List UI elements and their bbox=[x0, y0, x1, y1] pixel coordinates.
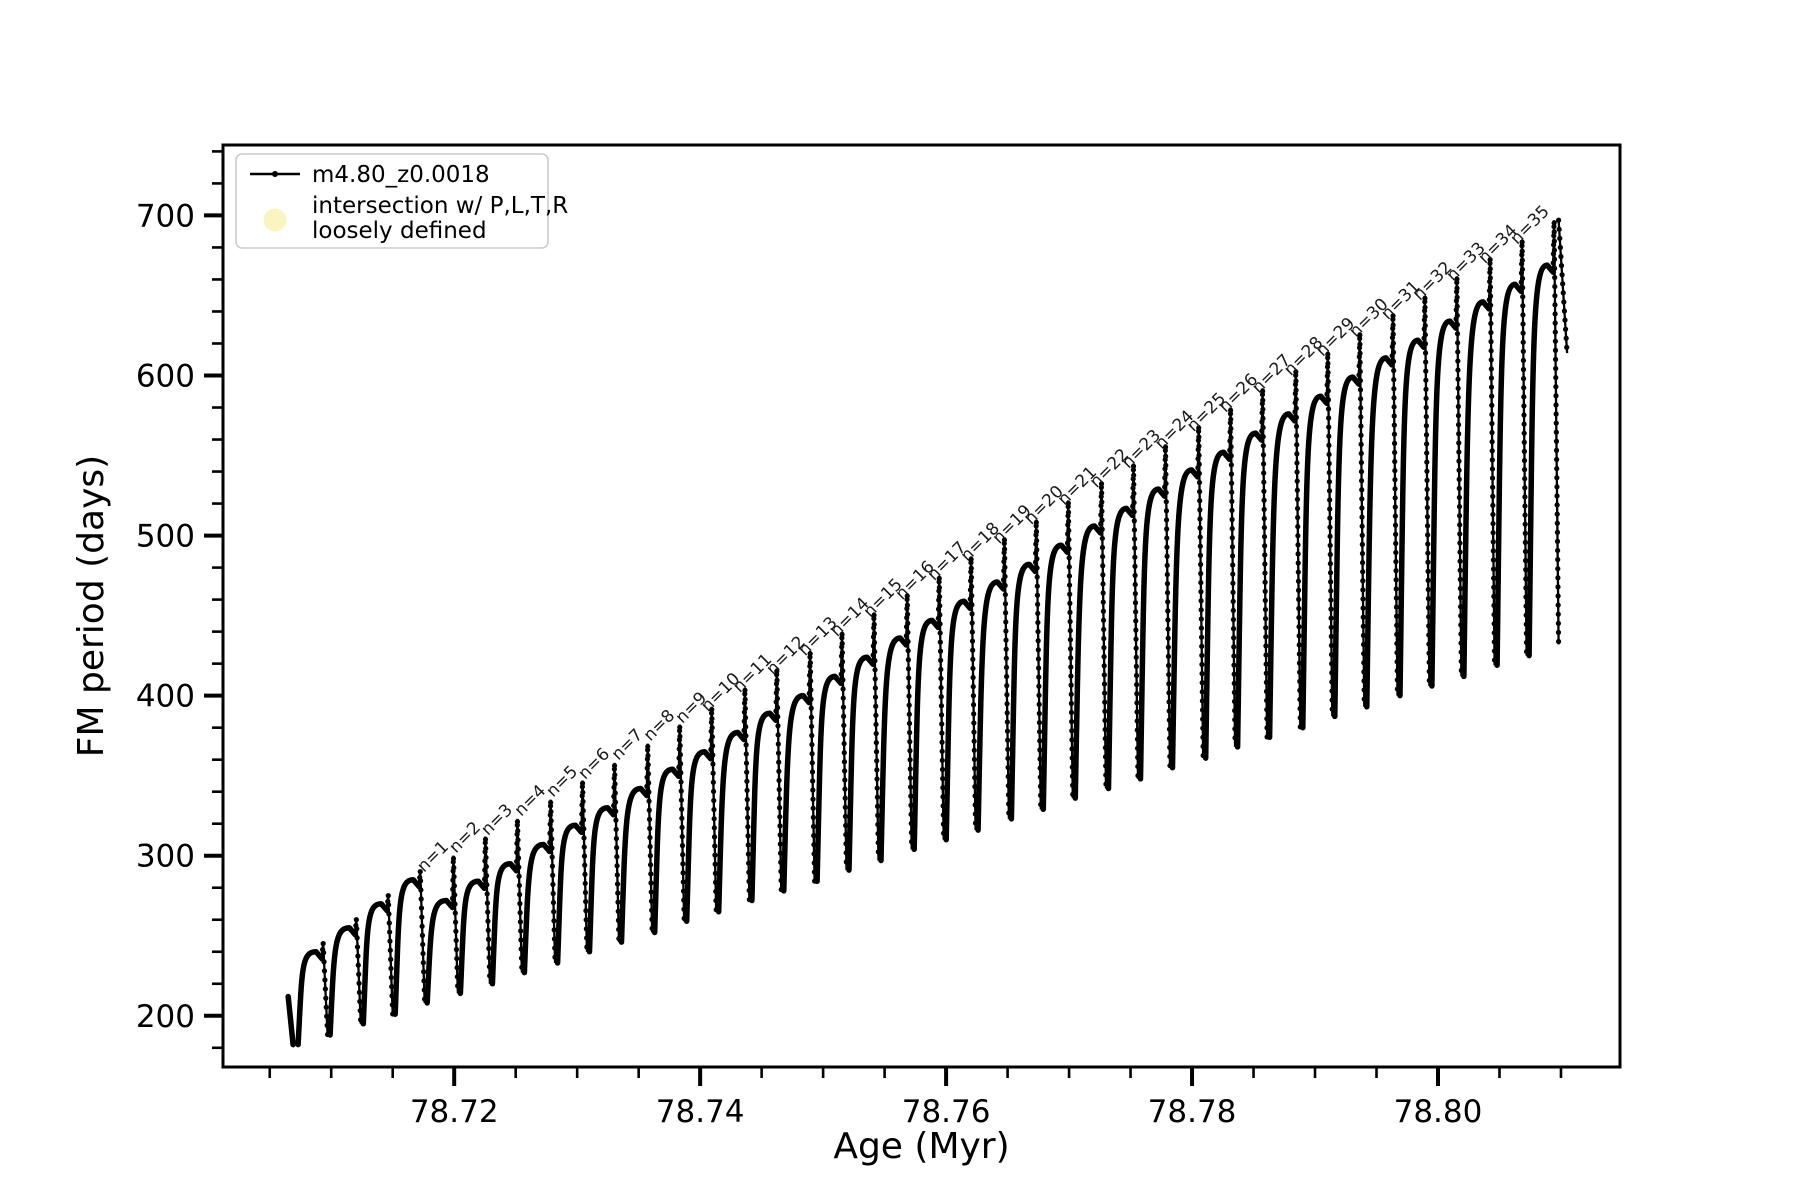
series-needle-path bbox=[320, 220, 1569, 1036]
axes-spine bbox=[221, 143, 1622, 1069]
cycle-annotations: n=1n=2n=3n=4n=5n=6n=7n=8n=9n=10n=11n=12n… bbox=[413, 202, 1553, 877]
series-m480-z00018 bbox=[285, 217, 1570, 1048]
y-tick-label: 200 bbox=[136, 999, 195, 1035]
cycle-annotation: n=35 bbox=[1507, 202, 1554, 249]
legend: m4.80_z0.0018 intersection w/ P,L,T,Rloos… bbox=[235, 153, 568, 249]
legend-label-intersection-line1: intersection w/ P,L,T,R bbox=[312, 193, 568, 219]
legend-circle-marker bbox=[263, 208, 287, 232]
legend-label-series: m4.80_z0.0018 bbox=[312, 162, 490, 188]
legend-box bbox=[235, 153, 549, 249]
y-axis-label: FM period (days) bbox=[71, 455, 112, 757]
x-tick-label: 78.76 bbox=[902, 1094, 991, 1130]
legend-line-dot-marker bbox=[272, 171, 278, 177]
series-marker-dots bbox=[319, 217, 1570, 1038]
y-tick-label: 400 bbox=[136, 679, 195, 715]
y-tick-label: 300 bbox=[136, 839, 195, 875]
y-tick-label: 600 bbox=[136, 359, 195, 395]
x-tick-label: 78.80 bbox=[1394, 1094, 1483, 1130]
cycle-annotation: n=11 bbox=[729, 650, 776, 697]
y-tick-label: 500 bbox=[136, 519, 195, 555]
x-tick-label: 78.78 bbox=[1148, 1094, 1237, 1130]
axis-ticks: 78.72 78.74 78.76 78.78 78.80 200 300 400 500 600… bbox=[136, 150, 1563, 1130]
y-tick-label: 700 bbox=[136, 198, 195, 234]
legend-label-intersection-line2: loosely defined bbox=[312, 218, 487, 244]
x-tick-label: 78.74 bbox=[656, 1094, 745, 1130]
x-axis-label: Age (Myr) bbox=[833, 1126, 1009, 1167]
series-arch-path bbox=[285, 262, 1556, 1048]
x-tick-label: 78.72 bbox=[410, 1094, 499, 1130]
